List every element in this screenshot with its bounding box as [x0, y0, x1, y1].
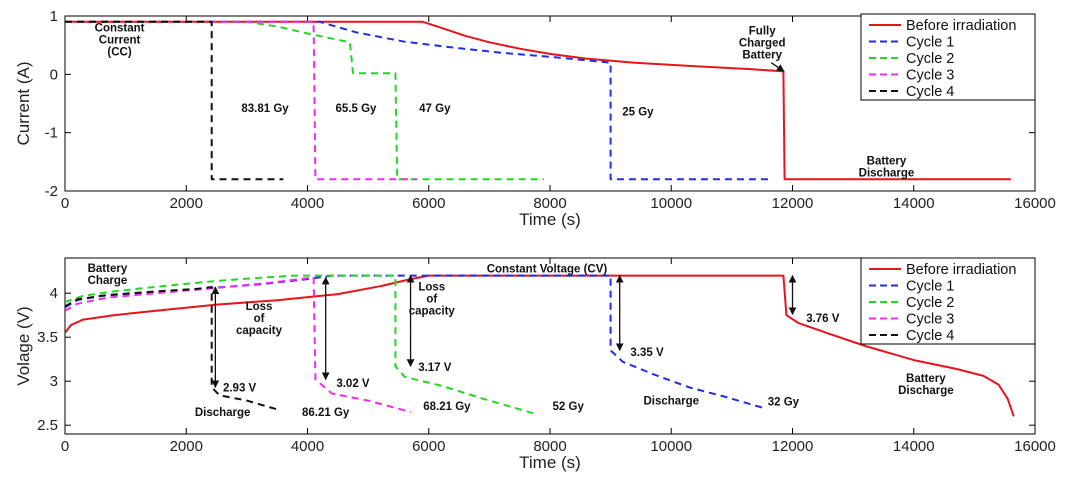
annotation-text: 3.17 V	[418, 362, 452, 374]
current-chart: 0 2000 4000 6000 8000 10000 12000 14000 16000 -2 -…	[14, 8, 1056, 229]
x-tick-label: 16000	[1014, 438, 1056, 455]
legend-box	[860, 13, 1036, 101]
y-tick-label: -1	[45, 125, 58, 142]
legend-entry: Cycle 3	[906, 312, 954, 328]
series-line-cycle-3	[65, 276, 411, 413]
annotation-text: Battery	[906, 373, 946, 385]
x-axis-label: Time (s)	[519, 453, 581, 472]
annotation-text: Loss	[246, 301, 273, 313]
annotation-text: 68.21 Gy	[423, 401, 471, 413]
voltage-chart: 0 2000 4000 6000 8000 10000 12000 14000 16000 2.5…	[14, 257, 1056, 472]
y-tick-label: 4	[50, 285, 58, 302]
x-tick-label: 0	[61, 438, 69, 455]
y-tick-label: 3	[50, 373, 58, 390]
legend-box	[860, 257, 1036, 345]
series-line-cycle-2	[65, 274, 539, 416]
annotation-text: Current	[99, 34, 141, 46]
x-tick-label: 10000	[650, 438, 692, 455]
x-tick-label: 12000	[772, 195, 814, 212]
annotation-text: 47 Gy	[419, 103, 451, 115]
y-tick-label: 1	[50, 8, 58, 25]
x-tick-label: 4000	[291, 438, 324, 455]
y-axis-label: Volage (V)	[14, 306, 33, 385]
y-axis-label: Current (A)	[14, 61, 33, 145]
legend-entry: Cycle 4	[906, 84, 954, 100]
series-group	[65, 274, 1015, 417]
x-tick-label: 0	[61, 195, 69, 212]
series-line-cycle-2	[65, 20, 544, 181]
series-line-cycle-1	[65, 20, 769, 181]
annotation-text: 83.81 Gy	[241, 103, 289, 115]
series-line-cycle-4	[65, 20, 284, 181]
annotation-text: Discharge	[859, 168, 915, 180]
x-tick-label: 4000	[291, 195, 324, 212]
annotation-text: 52 Gy	[553, 401, 585, 413]
x-tick-label: 14000	[893, 195, 935, 212]
x-axis-label: Time (s)	[519, 210, 581, 229]
x-tick-label: 8000	[533, 195, 566, 212]
legend-entry: Cycle 1	[906, 35, 954, 51]
legend-entry: Cycle 1	[906, 279, 954, 295]
x-tick-label: 2000	[170, 195, 203, 212]
annotation-text: Fully	[749, 25, 776, 37]
annotation-text: Battery	[867, 156, 907, 168]
y-tick-label: 0	[50, 66, 58, 83]
legend-entry: Cycle 2	[906, 295, 954, 311]
series-line-cycle-4	[65, 286, 278, 411]
annotation-text: 86.21 Gy	[302, 407, 350, 419]
annotation-text: Discharge	[195, 407, 251, 419]
annotation-text: Charge	[88, 275, 128, 287]
x-tick-label: 14000	[893, 438, 935, 455]
y-tick-label: 2.5	[37, 417, 58, 434]
annotation-text: Constant Voltage (CV)	[487, 264, 608, 276]
x-tick-label: 6000	[412, 438, 445, 455]
x-tick-label: 16000	[1014, 195, 1056, 212]
annotation-text: 3.76 V	[806, 313, 840, 325]
annotation-text: capacity	[236, 325, 283, 337]
annotation-text: Battery	[742, 49, 782, 61]
annotation-text: 25 Gy	[622, 107, 654, 119]
annotation-text: 32 Gy	[768, 396, 800, 408]
y-tick-label: -2	[45, 183, 58, 200]
x-tick-label: 12000	[772, 438, 814, 455]
annotation-text: Discharge	[643, 396, 699, 408]
legend-entry: Cycle 4	[906, 328, 954, 344]
annotation-text: Loss	[418, 281, 445, 293]
annotation-text: of	[426, 293, 437, 305]
legend-entry: Before irradiation	[906, 262, 1016, 278]
annotation-text: Discharge	[898, 385, 954, 397]
annotation-text: Constant	[95, 22, 145, 34]
annotation-text: 65.5 Gy	[336, 103, 378, 115]
x-tick-label: 2000	[170, 438, 203, 455]
annotation-text: capacity	[409, 305, 456, 317]
annotation-arrow	[770, 62, 785, 72]
x-tick-label: 8000	[533, 438, 566, 455]
annotation-text: Charged	[739, 37, 786, 49]
legend-entry: Cycle 3	[906, 68, 954, 84]
annotation-text: of	[254, 313, 265, 325]
annotation-text: 3.35 V	[630, 347, 664, 359]
annotation-text: Battery	[88, 263, 128, 275]
legend-entry: Before irradiation	[906, 18, 1016, 34]
legend-entry: Cycle 2	[906, 51, 954, 67]
annotation-text: 3.02 V	[336, 378, 370, 390]
annotation-text: (CC)	[107, 46, 131, 58]
x-tick-label: 6000	[412, 195, 445, 212]
y-tick-label: 3.5	[37, 329, 58, 346]
x-tick-label: 10000	[650, 195, 692, 212]
annotation-text: 2.93 V	[223, 382, 257, 394]
